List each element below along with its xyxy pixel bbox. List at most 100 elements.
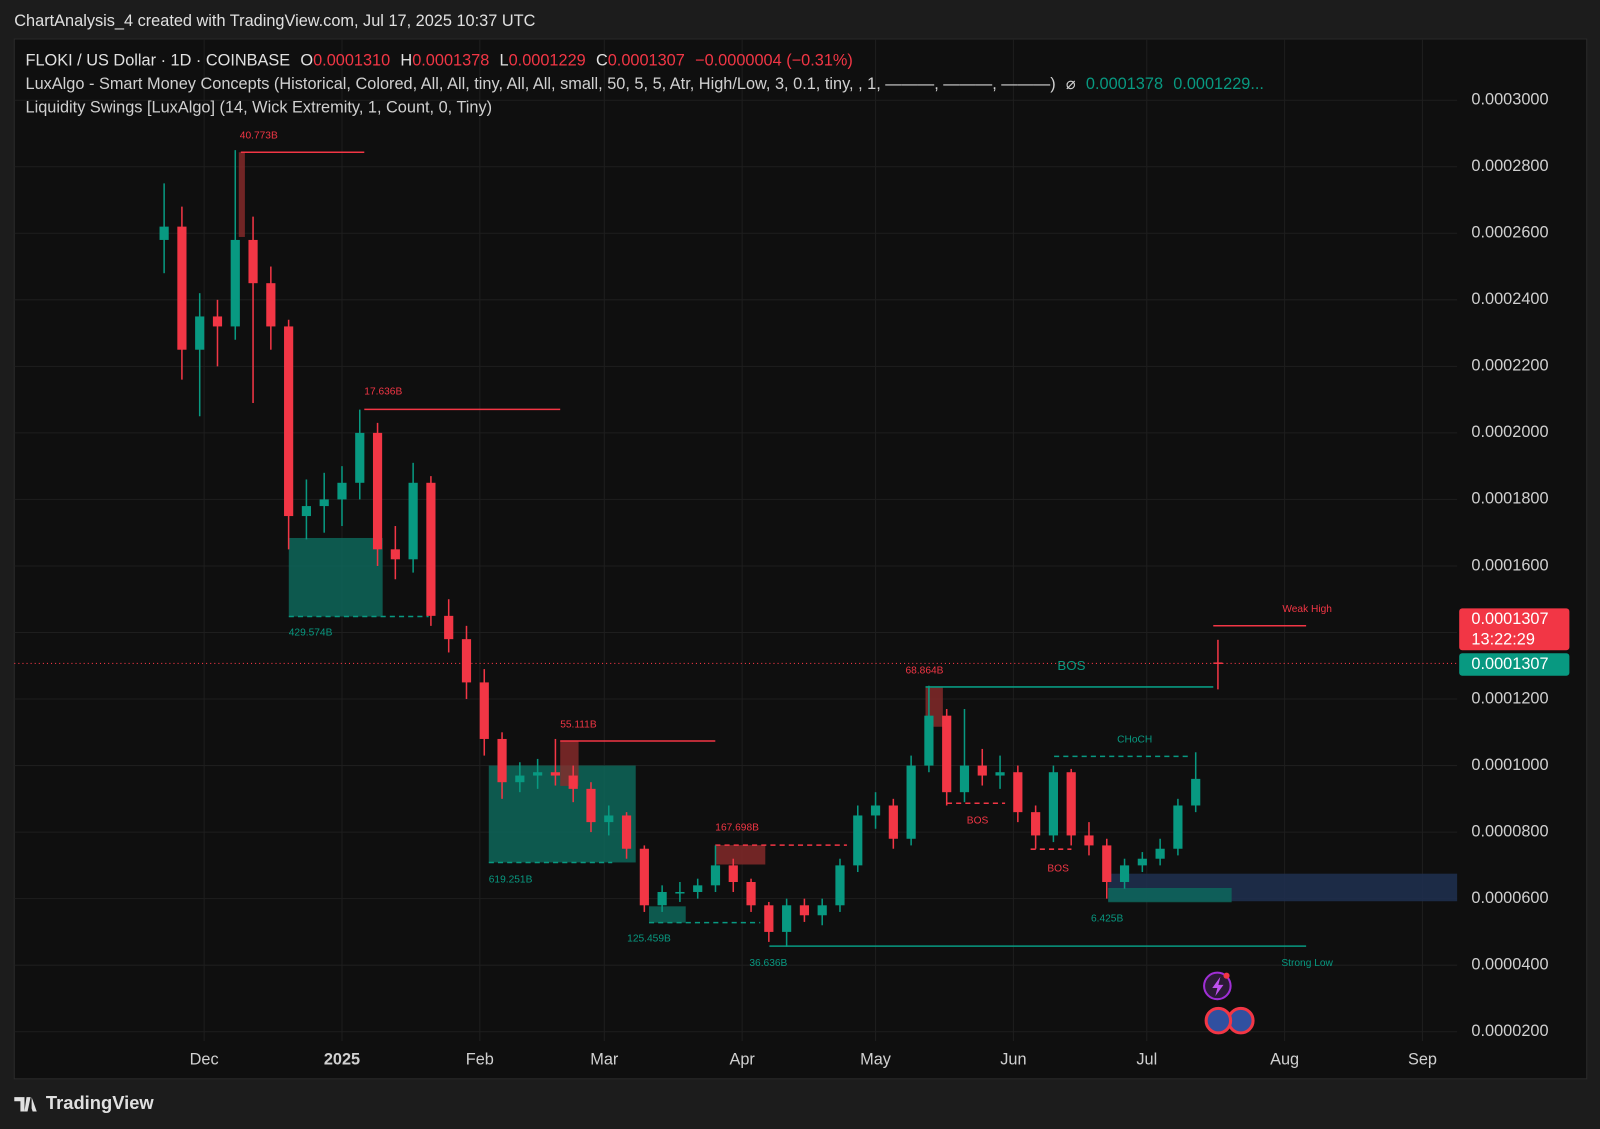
x-tick-label: Apr bbox=[729, 1051, 755, 1069]
candle-body bbox=[444, 615, 454, 640]
candle-body bbox=[1031, 812, 1041, 836]
candle-body bbox=[177, 226, 187, 350]
y-tick-label: 0.0002800 bbox=[1471, 157, 1548, 175]
annotation: 6.425B bbox=[1091, 913, 1123, 924]
candle-body bbox=[426, 482, 436, 616]
candle-body bbox=[1173, 805, 1183, 849]
annotation: 125.459B bbox=[627, 934, 671, 945]
x-tick-label: Aug bbox=[1270, 1051, 1299, 1069]
y-tick-label: 0.0001800 bbox=[1471, 490, 1548, 508]
candle-body bbox=[212, 316, 223, 327]
event-icon-glyph bbox=[1212, 976, 1224, 997]
ohlc-key: C bbox=[596, 52, 608, 70]
annotation: 68.864B bbox=[906, 665, 944, 676]
annotation: 36.636B bbox=[749, 958, 787, 969]
candle-body bbox=[1191, 778, 1201, 806]
annotation: 167.698B bbox=[715, 822, 759, 833]
x-tick-label: Jul bbox=[1136, 1051, 1157, 1069]
y-tick-label: 0.0001000 bbox=[1471, 756, 1548, 774]
candle-body bbox=[710, 865, 721, 886]
annotation: BOS bbox=[1047, 863, 1069, 874]
candle-body bbox=[515, 775, 525, 783]
zone bbox=[288, 537, 383, 617]
zone bbox=[238, 152, 245, 237]
event-dot bbox=[1223, 972, 1230, 979]
y-tick-label: 0.0002400 bbox=[1471, 290, 1548, 308]
candle-body bbox=[639, 848, 649, 906]
countdown-label: 13:22:29 bbox=[1471, 630, 1535, 648]
candle-body bbox=[355, 432, 365, 483]
candle-body bbox=[657, 891, 667, 906]
zone bbox=[648, 906, 686, 923]
x-tick-label: May bbox=[860, 1051, 892, 1069]
candle-body bbox=[1137, 858, 1147, 866]
indicator-name: LuxAlgo - Smart Money Concepts (Historic… bbox=[26, 75, 1056, 93]
candle-body bbox=[319, 499, 329, 507]
x-tick-label: Jun bbox=[1000, 1051, 1026, 1069]
candle-body bbox=[284, 326, 294, 517]
chart-area bbox=[13, 38, 1588, 1080]
candle-body bbox=[1119, 865, 1130, 883]
candle-body bbox=[1102, 845, 1112, 883]
zone bbox=[1108, 887, 1232, 903]
candle-body bbox=[248, 239, 258, 284]
candle-body bbox=[1213, 662, 1223, 664]
candle-body bbox=[159, 226, 169, 240]
candle-body bbox=[782, 905, 792, 932]
candle-body bbox=[497, 738, 507, 783]
candle-body bbox=[764, 905, 774, 932]
footer-logo-text: TradingView bbox=[46, 1092, 155, 1113]
candle-body bbox=[461, 639, 472, 683]
candle-body bbox=[675, 891, 685, 894]
candle-body bbox=[746, 882, 756, 906]
indicator-value: ⌀ bbox=[1066, 75, 1076, 93]
price-tag-label: 0.0001307 bbox=[1471, 655, 1548, 673]
candle-body bbox=[1084, 835, 1094, 846]
flag-icon[interactable] bbox=[1204, 1006, 1233, 1035]
indicator-name: Liquidity Swings [LuxAlgo] (14, Wick Ext… bbox=[26, 99, 493, 117]
candle-body bbox=[621, 815, 632, 849]
candle-body bbox=[995, 772, 1005, 776]
annotation: Strong Low bbox=[1281, 958, 1333, 969]
candle-body bbox=[550, 772, 561, 776]
zone bbox=[715, 845, 766, 865]
annotation: BOS bbox=[1057, 658, 1085, 673]
y-tick-label: 0.0003000 bbox=[1471, 91, 1548, 109]
candle-body bbox=[390, 549, 400, 560]
ohlc-value: 0.0001310 bbox=[313, 52, 390, 70]
x-tick-label: Sep bbox=[1408, 1051, 1437, 1069]
credit: ChartAnalysis_4 created with TradingView… bbox=[14, 12, 535, 30]
candle-body bbox=[942, 715, 952, 793]
candle-body bbox=[888, 805, 898, 839]
symbol: FLOKI / US Dollar · 1D · COINBASE bbox=[26, 52, 291, 70]
y-tick-label: 0.0000800 bbox=[1471, 822, 1548, 840]
candle-body bbox=[408, 482, 418, 560]
annotation: 55.111B bbox=[560, 719, 597, 730]
flag-icon[interactable] bbox=[1227, 1006, 1255, 1035]
price-tag bbox=[1459, 608, 1570, 651]
candle-body bbox=[1013, 772, 1023, 813]
y-tick-label: 0.0000200 bbox=[1471, 1022, 1548, 1040]
candle-body bbox=[195, 316, 205, 350]
candle-body bbox=[977, 765, 987, 776]
x-tick-label: Dec bbox=[190, 1051, 219, 1069]
candle-body bbox=[1155, 848, 1165, 859]
annotation: 40.773B bbox=[240, 131, 278, 142]
price-tag-label: 0.0001307 bbox=[1471, 610, 1548, 628]
x-tick-label: Feb bbox=[466, 1051, 494, 1069]
x-tick-label: Mar bbox=[590, 1051, 619, 1069]
candle-body bbox=[1066, 772, 1076, 836]
x-tick-label: 2025 bbox=[324, 1051, 360, 1069]
indicator-value: 0.0001378 bbox=[1086, 75, 1163, 93]
candle-body bbox=[337, 482, 347, 500]
candle-body bbox=[906, 765, 916, 839]
footer-logo bbox=[14, 1097, 37, 1112]
annotation: 619.251B bbox=[489, 874, 533, 885]
candle-body bbox=[817, 905, 827, 916]
y-tick-label: 0.0002600 bbox=[1471, 224, 1548, 242]
y-tick-label: 0.0001600 bbox=[1471, 556, 1548, 574]
symbol-legend: FLOKI / US Dollar · 1D · COINBASE O0.0001… bbox=[26, 52, 853, 70]
ohlc-key: O bbox=[300, 52, 313, 70]
